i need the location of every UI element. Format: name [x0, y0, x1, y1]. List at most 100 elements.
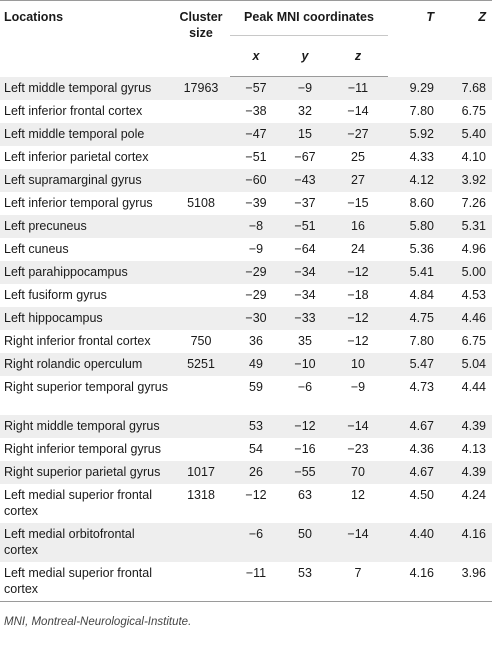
cell-location: Left middle temporal pole [0, 122, 172, 146]
cell-x: 36 [230, 329, 282, 353]
cell-y: 32 [282, 99, 328, 123]
table-row: Left hippocampus −30 −33 −12 4.75 4.46 [0, 306, 492, 330]
cell-t: 4.50 [388, 483, 440, 523]
cell-y: −6 [282, 375, 328, 415]
cell-z: 16 [328, 214, 388, 238]
cell-t: 7.80 [388, 99, 440, 123]
results-table: Locations Cluster size Peak MNI coordina… [0, 0, 492, 602]
cell-z-score: 7.26 [440, 191, 492, 215]
cell-z-score: 6.75 [440, 329, 492, 353]
table-row: Right superior parietal gyrus 1017 26 −55 70… [0, 460, 492, 484]
cell-x: −47 [230, 122, 282, 146]
results-table-container: Locations Cluster size Peak MNI coordina… [0, 0, 492, 628]
cell-y: −12 [282, 414, 328, 438]
table-row: Right rolandic operculum 5251 49 −10 10 5.47 5… [0, 352, 492, 376]
cell-cluster-size [172, 260, 230, 284]
header-y: y [282, 35, 328, 77]
cell-location: Left inferior temporal gyrus [0, 191, 172, 215]
cell-cluster-size [172, 237, 230, 261]
cell-cluster-size [172, 375, 230, 415]
cell-t: 5.41 [388, 260, 440, 284]
cell-y: −43 [282, 168, 328, 192]
cell-t: 5.47 [388, 352, 440, 376]
table-row: Left fusiform gyrus −29 −34 −18 4.84 4.53 [0, 283, 492, 307]
cell-location: Left inferior frontal cortex [0, 99, 172, 123]
cell-z: −18 [328, 283, 388, 307]
table-header: Locations Cluster size Peak MNI coordina… [0, 0, 492, 77]
cell-t: 4.33 [388, 145, 440, 169]
cell-x: −29 [230, 260, 282, 284]
cell-location: Right inferior frontal cortex [0, 329, 172, 353]
cell-z: −15 [328, 191, 388, 215]
cell-y: −34 [282, 283, 328, 307]
cell-cluster-size [172, 122, 230, 146]
cell-cluster-size [172, 522, 230, 562]
cell-location: Left middle temporal gyrus [0, 76, 172, 100]
header-x: x [230, 35, 282, 77]
cell-location: Left hippocampus [0, 306, 172, 330]
cell-location: Left supramarginal gyrus [0, 168, 172, 192]
cell-x: −57 [230, 76, 282, 100]
cell-z-score: 4.16 [440, 522, 492, 562]
cell-t: 5.36 [388, 237, 440, 261]
cell-z-score: 6.75 [440, 99, 492, 123]
header-t: T [388, 0, 440, 77]
cell-x: 53 [230, 414, 282, 438]
cell-z: 12 [328, 483, 388, 523]
cell-z-score: 4.10 [440, 145, 492, 169]
cell-cluster-size [172, 561, 230, 602]
cell-z: −12 [328, 260, 388, 284]
table-row: Right inferior frontal cortex 750 36 35 −12 7… [0, 329, 492, 353]
cell-t: 4.36 [388, 437, 440, 461]
cell-z: −27 [328, 122, 388, 146]
cell-z: −11 [328, 76, 388, 100]
table-footnote: MNI, Montreal-Neurological-Institute. [4, 615, 192, 628]
cell-cluster-size: 5108 [172, 191, 230, 215]
table-body: Left middle temporal gyrus 17963 −57 −9 −11 9… [0, 76, 492, 602]
cell-cluster-size: 5251 [172, 352, 230, 376]
cell-location: Left medial orbitofrontal cortex [0, 522, 172, 562]
cell-x: 26 [230, 460, 282, 484]
cell-location: Left medial superior frontal cortex [0, 561, 172, 602]
cell-z-score: 4.44 [440, 375, 492, 415]
table-row: Right superior temporal gyrus 59 −6 −9 4.73 4… [0, 375, 492, 415]
cell-location: Right rolandic operculum [0, 352, 172, 376]
header-peak-mni: Peak MNI coordinates [230, 0, 388, 36]
cell-x: −60 [230, 168, 282, 192]
cell-cluster-size [172, 414, 230, 438]
cell-x: −30 [230, 306, 282, 330]
cell-location: Right superior temporal gyrus [0, 375, 172, 415]
cell-z-score: 4.24 [440, 483, 492, 523]
cell-y: −9 [282, 76, 328, 100]
cell-cluster-size: 1017 [172, 460, 230, 484]
table-row: Right inferior temporal gyrus 54 −16 −23 4.3… [0, 437, 492, 461]
table-row: Left inferior parietal cortex −51 −67 25 4.3… [0, 145, 492, 169]
cell-x: 49 [230, 352, 282, 376]
cell-y: 53 [282, 561, 328, 602]
cell-z: 24 [328, 237, 388, 261]
table-row: Right middle temporal gyrus 53 −12 −14 4.67 4… [0, 414, 492, 438]
table-row: Left medial superior frontal cortex −11 53… [0, 561, 492, 602]
cell-cluster-size: 17963 [172, 76, 230, 100]
cell-location: Left cuneus [0, 237, 172, 261]
cell-z-score: 3.96 [440, 561, 492, 602]
cell-y: 15 [282, 122, 328, 146]
cell-z-score: 3.92 [440, 168, 492, 192]
cell-y: −16 [282, 437, 328, 461]
table-row: Left medial orbitofrontal cortex −6 50 −14 4… [0, 522, 492, 562]
cell-z-score: 4.46 [440, 306, 492, 330]
cell-location: Right inferior temporal gyrus [0, 437, 172, 461]
cell-z: −14 [328, 414, 388, 438]
cell-t: 4.67 [388, 414, 440, 438]
cell-t: 4.84 [388, 283, 440, 307]
cell-t: 8.60 [388, 191, 440, 215]
cell-t: 5.80 [388, 214, 440, 238]
cell-z: −12 [328, 329, 388, 353]
cell-y: −10 [282, 352, 328, 376]
cell-y: 50 [282, 522, 328, 562]
header-z-score: Z [440, 0, 492, 77]
cell-t: 4.75 [388, 306, 440, 330]
cell-cluster-size: 1318 [172, 483, 230, 523]
cell-z: 7 [328, 561, 388, 602]
cell-x: −11 [230, 561, 282, 602]
